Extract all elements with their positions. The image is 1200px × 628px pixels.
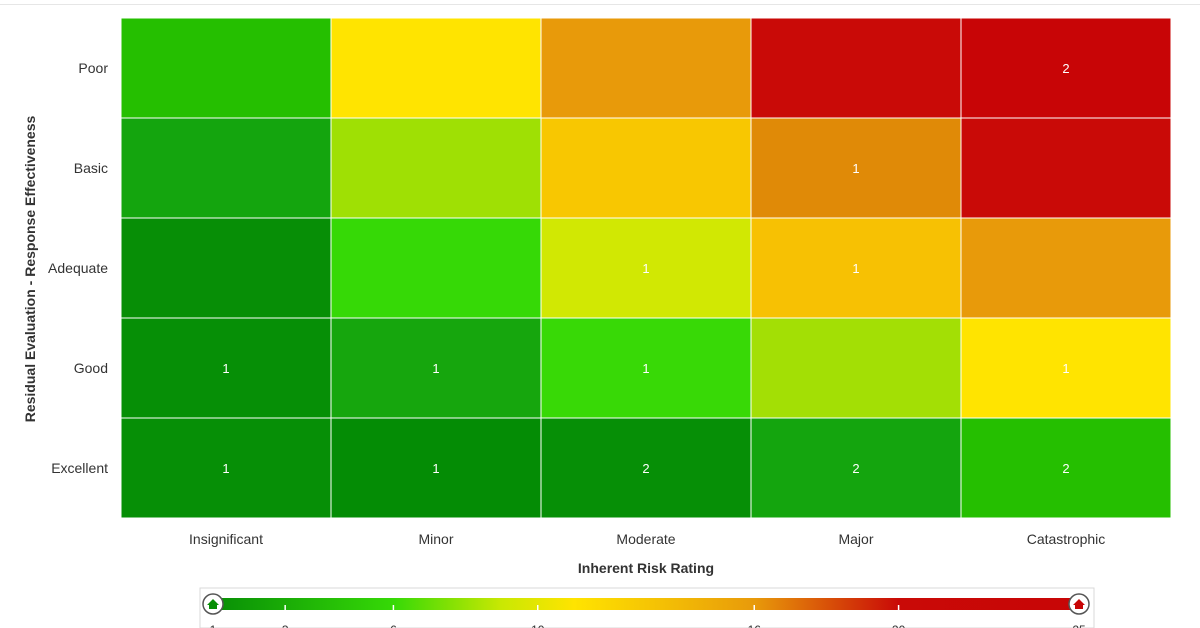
heatmap-cell-value: 1 bbox=[432, 361, 439, 376]
heatmap-cell[interactable] bbox=[120, 117, 332, 219]
color-scale-legend: 1 3 6 10 16 20 25 bbox=[199, 587, 1095, 628]
heatmap-cell[interactable] bbox=[330, 117, 542, 219]
home-icon bbox=[207, 599, 219, 609]
heatmap-cell-rect bbox=[120, 17, 332, 119]
heatmap-cell-value: 1 bbox=[852, 261, 859, 276]
heatmap-cell-rect bbox=[750, 417, 962, 519]
y-axis-title: Residual Evaluation - Response Effective… bbox=[22, 116, 38, 423]
heatmap-cell-rect bbox=[960, 117, 1172, 219]
heatmap-cell[interactable] bbox=[330, 217, 542, 319]
heatmap-cell[interactable] bbox=[960, 217, 1172, 319]
heatmap-cell[interactable] bbox=[120, 217, 332, 319]
heatmap-cell-rect bbox=[120, 417, 332, 519]
color-scale-max-handle[interactable] bbox=[1068, 593, 1090, 615]
heatmap-cells: 2 1 1 1 1 1 1 1 1 1 2 2 2 bbox=[120, 17, 1172, 519]
heatmap-cell[interactable]: 2 bbox=[750, 417, 962, 519]
heatmap-cell-value: 2 bbox=[642, 461, 649, 476]
heatmap-cell[interactable]: 2 bbox=[540, 417, 752, 519]
heatmap-cell-rect bbox=[120, 117, 332, 219]
heatmap-cell-value: 1 bbox=[642, 361, 649, 376]
heatmap-cell-rect bbox=[960, 217, 1172, 319]
heatmap-cell-rect bbox=[120, 217, 332, 319]
heatmap-cell[interactable]: 1 bbox=[330, 417, 542, 519]
heatmap-cell-rect bbox=[330, 117, 542, 219]
heatmap-cell[interactable] bbox=[750, 317, 962, 419]
heatmap-cell-rect bbox=[750, 317, 962, 419]
heatmap-cell-value: 1 bbox=[222, 461, 229, 476]
heatmap-cell[interactable]: 1 bbox=[330, 317, 542, 419]
heatmap-cell-rect bbox=[960, 317, 1172, 419]
heatmap-cell-value: 2 bbox=[852, 461, 859, 476]
heatmap-cell[interactable]: 1 bbox=[120, 417, 332, 519]
heatmap-cell-rect bbox=[540, 417, 752, 519]
heatmap-cell-rect bbox=[330, 417, 542, 519]
heatmap-cell-rect bbox=[960, 17, 1172, 119]
y-tick-label: Adequate bbox=[48, 260, 108, 276]
heatmap-cell[interactable] bbox=[540, 117, 752, 219]
heatmap-cell-rect bbox=[330, 217, 542, 319]
heatmap-cell-rect bbox=[540, 17, 752, 119]
heatmap-cell[interactable]: 1 bbox=[120, 317, 332, 419]
heatmap-cell-rect bbox=[540, 117, 752, 219]
y-axis-ticks: Poor Basic Adequate Good Excellent bbox=[48, 60, 108, 476]
x-tick-label: Major bbox=[838, 531, 873, 547]
heatmap-cell-value: 1 bbox=[642, 261, 649, 276]
y-tick-label: Poor bbox=[78, 60, 108, 76]
heatmap-cell-value: 1 bbox=[1062, 361, 1069, 376]
color-scale-tick-label: 16 bbox=[748, 623, 762, 628]
y-tick-label: Excellent bbox=[51, 460, 108, 476]
heatmap-cell-rect bbox=[750, 117, 962, 219]
heatmap-cell[interactable]: 1 bbox=[540, 317, 752, 419]
heatmap-cell[interactable] bbox=[750, 17, 962, 119]
heatmap-cell-value: 2 bbox=[1062, 61, 1069, 76]
heatmap-cell-value: 1 bbox=[432, 461, 439, 476]
color-scale-tick-label: 3 bbox=[282, 623, 289, 628]
heatmap-cell-value: 1 bbox=[852, 161, 859, 176]
x-tick-label: Minor bbox=[418, 531, 453, 547]
heatmap-cell-value: 1 bbox=[222, 361, 229, 376]
heatmap-cell[interactable] bbox=[540, 17, 752, 119]
color-scale-tick-label: 6 bbox=[390, 623, 397, 628]
color-scale-tick-label: 10 bbox=[531, 623, 545, 628]
y-tick-label: Good bbox=[74, 360, 108, 376]
x-tick-label: Catastrophic bbox=[1027, 531, 1106, 547]
heatmap-cell-value: 2 bbox=[1062, 461, 1069, 476]
color-scale-tick-label: 20 bbox=[892, 623, 906, 628]
color-scale-tick-label: 25 bbox=[1072, 623, 1086, 628]
home-icon bbox=[1073, 599, 1085, 609]
heatmap-cell[interactable] bbox=[120, 17, 332, 119]
heatmap-cell[interactable]: 2 bbox=[960, 17, 1172, 119]
color-scale-min-handle[interactable] bbox=[202, 593, 224, 615]
heatmap-cell[interactable]: 1 bbox=[960, 317, 1172, 419]
heatmap-cell-rect bbox=[750, 17, 962, 119]
x-axis-ticks: Insignificant Minor Moderate Major Catastrop… bbox=[189, 531, 1105, 547]
heatmap-cell[interactable] bbox=[330, 17, 542, 119]
y-tick-label: Basic bbox=[74, 160, 108, 176]
heatmap-cell[interactable] bbox=[960, 117, 1172, 219]
heatmap-cell[interactable]: 1 bbox=[750, 217, 962, 319]
color-scale-bar bbox=[213, 598, 1079, 610]
color-scale-tick-label: 1 bbox=[210, 623, 217, 628]
x-tick-label: Insignificant bbox=[189, 531, 263, 547]
heatmap-cell-rect bbox=[960, 417, 1172, 519]
top-border bbox=[0, 4, 1200, 5]
x-axis-title: Inherent Risk Rating bbox=[578, 560, 714, 576]
x-tick-label: Moderate bbox=[616, 531, 675, 547]
heatmap-cell[interactable]: 2 bbox=[960, 417, 1172, 519]
heatmap-cell[interactable]: 1 bbox=[540, 217, 752, 319]
heatmap-cell[interactable]: 1 bbox=[750, 117, 962, 219]
heatmap-cell-rect bbox=[330, 17, 542, 119]
